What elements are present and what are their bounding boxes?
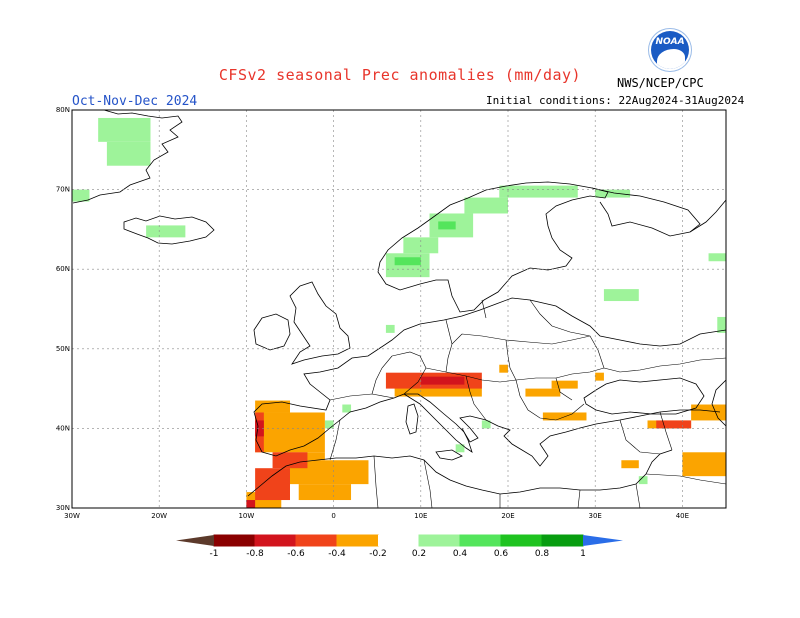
anomaly-layer — [72, 117, 726, 508]
colorbar-segment — [418, 534, 461, 547]
caspian-coast — [711, 379, 727, 427]
anomaly-patch — [525, 388, 561, 397]
anomaly-patch — [106, 141, 151, 166]
east-north-coast — [689, 199, 727, 233]
continent-coast — [253, 297, 727, 467]
anomaly-patch — [438, 221, 456, 230]
longitude-labels: 30W 20W 10W 0 10E 20E 30E 40E — [64, 512, 689, 520]
lon-tick-label: 30E — [589, 512, 602, 520]
lat-tick-label: 70N — [56, 186, 70, 194]
colorbar-label: 0.2 — [412, 549, 426, 559]
sardinia-coast — [405, 403, 419, 435]
colorbar-label: -0.4 — [328, 549, 346, 559]
anomaly-patch — [324, 420, 334, 429]
anomaly-patch — [255, 468, 290, 501]
colorbar-segment — [459, 534, 502, 547]
colorbar-segment — [295, 534, 338, 547]
anomaly-patch — [455, 444, 465, 453]
map-frame — [71, 109, 727, 509]
scandinavia-coast — [377, 181, 609, 313]
italy-coast — [403, 393, 473, 453]
colorbar-segment — [336, 534, 379, 547]
anomaly-patch — [72, 189, 90, 202]
anomaly-patch — [499, 185, 578, 198]
anomaly-patch — [682, 452, 726, 477]
colorbar-high-arrow — [583, 535, 623, 546]
anomaly-patch — [385, 324, 395, 333]
latitude-labels: 80N 70N 60N 50N 40N 30N — [56, 106, 70, 512]
greenland-coast — [72, 109, 183, 204]
anomaly-patch — [595, 189, 631, 198]
anomaly-patch — [621, 460, 639, 469]
lat-tick-label: 30N — [56, 504, 70, 512]
lon-tick-label: 30W — [64, 512, 80, 520]
anomaly-patch — [272, 452, 308, 469]
colorbar-segment — [541, 534, 584, 547]
anomaly-patch — [255, 412, 325, 453]
coastline-layer — [72, 109, 727, 509]
country-borders — [329, 299, 727, 509]
colorbar-segment — [500, 534, 543, 547]
colorbar-label: -0.8 — [246, 549, 264, 559]
noaa-logo-text: NOAA — [655, 37, 685, 47]
anomaly-patch — [394, 257, 421, 266]
colorbar-segment — [213, 534, 256, 547]
agency-label: NWS/NCEP/CPC — [617, 76, 704, 90]
colorbar-label: 0.6 — [494, 549, 509, 559]
colorbar-low-arrow — [176, 535, 214, 546]
colorbar-label: -1 — [210, 549, 219, 559]
colorbar-label: 0.8 — [535, 549, 550, 559]
anomaly-patch — [146, 225, 186, 238]
anomaly-patch — [98, 117, 151, 142]
anomaly-patch — [464, 197, 508, 214]
ireland-coast — [253, 313, 291, 351]
anomaly-patch — [499, 364, 508, 373]
noaa-bird-shape — [657, 49, 685, 69]
lon-tick-label: 20E — [501, 512, 514, 520]
anomaly-patch — [255, 420, 264, 437]
anomaly-patch — [708, 253, 726, 262]
colorbar-label: -0.2 — [369, 549, 387, 559]
anomaly-patch — [656, 420, 692, 429]
anomaly-patch — [481, 420, 491, 429]
forecast-period: Oct-Nov-Dec 2024 — [72, 94, 198, 109]
anomaly-patch — [603, 289, 639, 302]
colorbar-segment — [378, 535, 419, 546]
lat-tick-label: 50N — [56, 345, 70, 353]
lon-tick-label: 10W — [238, 512, 254, 520]
colorbar-label: -0.6 — [287, 549, 305, 559]
anomaly-patch — [342, 404, 352, 413]
anomaly-patch — [298, 484, 352, 501]
lat-tick-label: 40N — [56, 424, 70, 432]
chart-title: CFSv2 seasonal Prec anomalies (mm/day) — [218, 66, 582, 84]
britain-coast — [289, 281, 351, 365]
anomaly-patch — [551, 380, 578, 389]
sicily-coast — [435, 449, 463, 461]
anomaly-patch — [255, 400, 290, 413]
initial-conditions: Initial conditions: 22Aug2024-31Aug2024 — [486, 94, 745, 107]
anomaly-patch — [420, 376, 465, 385]
map-gridlines — [72, 110, 726, 508]
lat-tick-label: 60N — [56, 265, 70, 273]
lon-tick-label: 10E — [414, 512, 427, 520]
iceland-coast — [123, 215, 215, 245]
lon-tick-label: 40E — [676, 512, 689, 520]
noaa-logo-icon: NOAA — [651, 31, 689, 69]
black-sea-coast — [583, 377, 705, 415]
anomaly-patch — [717, 316, 726, 333]
anomaly-patch — [595, 372, 604, 381]
north-africa-coast — [247, 449, 673, 497]
colorbar: -1 -0.8 -0.6 -0.4 -0.2 0.2 0.4 0.6 0.8 1 — [176, 534, 623, 559]
lon-tick-label: 0 — [331, 512, 335, 520]
colorbar-segment — [254, 534, 297, 547]
lat-tick-label: 80N — [56, 106, 70, 114]
anomaly-patch — [638, 476, 648, 485]
lon-tick-label: 20W — [151, 512, 167, 520]
anomaly-patch — [246, 500, 256, 508]
colorbar-label: 1 — [580, 549, 586, 559]
colorbar-label: 0.4 — [453, 549, 468, 559]
